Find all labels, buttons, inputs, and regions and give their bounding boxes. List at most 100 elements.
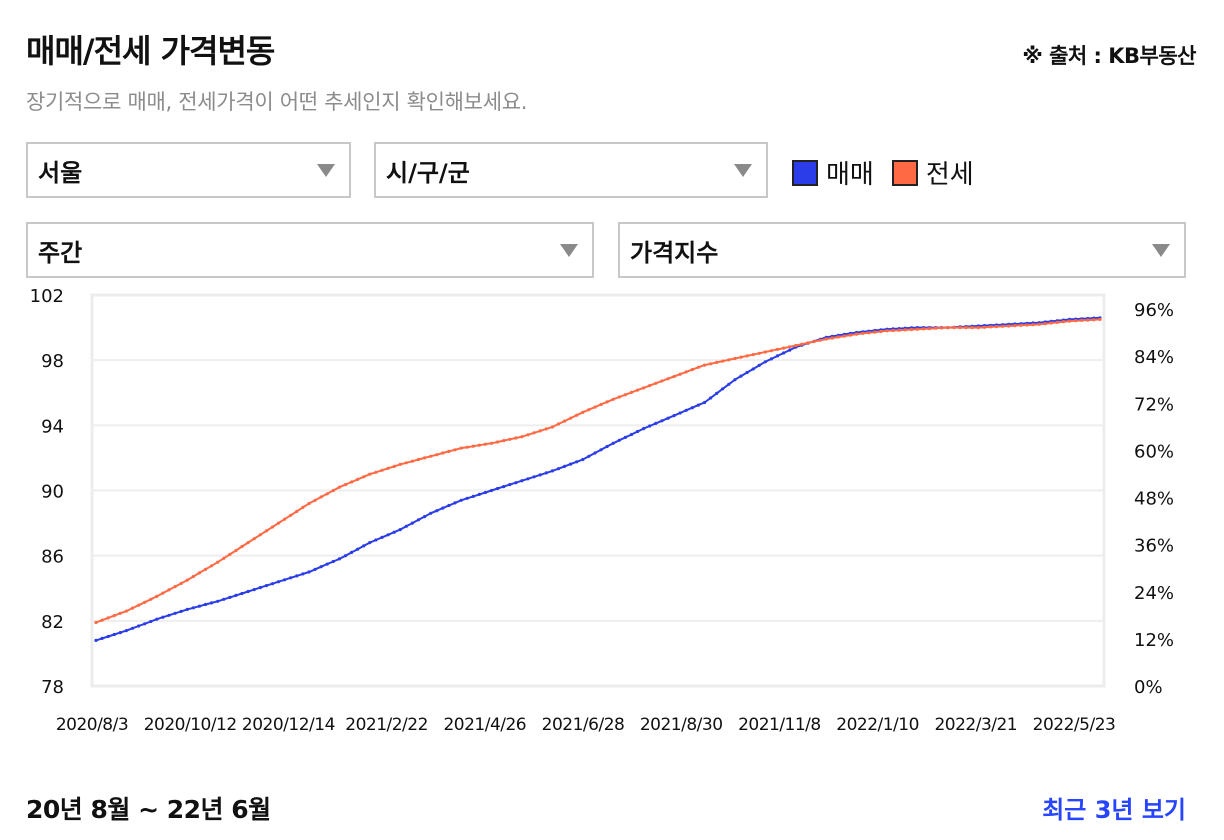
series-point-jeonse — [270, 525, 275, 529]
series-point-jeonse — [1043, 322, 1047, 326]
chevron-down-icon — [1152, 244, 1170, 257]
y-right-tick-label: 36% — [1134, 536, 1174, 557]
period-select[interactable]: 주간 — [26, 222, 594, 278]
series-point-sale — [538, 473, 542, 477]
series-point-jeonse — [1074, 319, 1078, 323]
legend-item-sale[interactable]: 매매 — [792, 154, 874, 191]
page-subtitle: 장기적으로 매매, 전세가격이 어떤 추세인지 확인해보세요. — [26, 90, 528, 114]
series-point-sale — [459, 498, 463, 502]
series-point-jeonse — [1055, 320, 1059, 324]
series-point-jeonse — [885, 329, 889, 333]
x-tick-label: 2020/8/3 — [56, 715, 128, 735]
series-point-sale — [709, 396, 713, 400]
region-select[interactable]: 서울 — [26, 142, 351, 198]
series-point-sale — [520, 479, 524, 483]
series-point-sale — [544, 471, 548, 475]
series-point-jeonse — [264, 529, 268, 533]
series-point-sale — [496, 486, 500, 491]
series-point-sale — [623, 435, 628, 439]
series-point-jeonse — [386, 466, 390, 470]
series-point-jeonse — [891, 328, 895, 333]
series-point-jeonse — [173, 585, 177, 589]
series-point-jeonse — [678, 372, 682, 376]
series-point-jeonse — [940, 326, 944, 330]
series-point-jeonse — [453, 448, 457, 452]
series-point-sale — [599, 448, 603, 452]
series-point-jeonse — [593, 405, 597, 409]
series-point-sale — [489, 488, 494, 493]
legend: 매매 전세 — [792, 154, 992, 191]
series-point-sale — [386, 533, 390, 537]
series-point-jeonse — [775, 347, 780, 351]
series-point-jeonse — [855, 332, 859, 336]
series-point-sale — [587, 454, 591, 458]
recent-3-years-button[interactable]: 최근 3년 보기 — [1042, 796, 1186, 824]
series-point-jeonse — [1025, 323, 1029, 327]
series-point-sale — [222, 597, 226, 601]
series-point-sale — [660, 419, 664, 423]
series-point-sale — [124, 629, 128, 633]
series-point-jeonse — [970, 326, 974, 330]
legend-item-jeonse[interactable]: 전세 — [891, 154, 974, 191]
district-select[interactable]: 시/구/군 — [374, 142, 768, 198]
series-point-sale — [751, 367, 755, 371]
series-point-jeonse — [715, 360, 719, 364]
series-point-jeonse — [526, 433, 530, 437]
legend-label-sale: 매매 — [826, 160, 874, 190]
series-point-sale — [550, 469, 555, 473]
series-point-sale — [197, 604, 201, 608]
series-point-sale — [392, 530, 396, 534]
series-point-jeonse — [550, 425, 555, 429]
series-point-jeonse — [995, 325, 999, 329]
series-point-jeonse — [435, 453, 439, 457]
series-point-jeonse — [228, 552, 232, 557]
series-point-sale — [143, 622, 147, 626]
series-point-jeonse — [623, 393, 628, 397]
series-point-sale — [702, 400, 707, 405]
series-point-sale — [112, 632, 116, 637]
series-point-sale — [526, 477, 530, 481]
series-point-sale — [447, 503, 451, 508]
series-point-jeonse — [319, 495, 323, 499]
series-point-sale — [636, 429, 640, 434]
series-point-jeonse — [276, 521, 281, 525]
series-point-sale — [733, 378, 737, 382]
series-point-jeonse — [1001, 324, 1005, 328]
series-point-sale — [532, 475, 536, 479]
series-point-sale — [149, 619, 153, 624]
chevron-down-icon — [560, 244, 578, 257]
series-point-sale — [289, 576, 293, 580]
series-point-jeonse — [185, 578, 189, 582]
series-point-jeonse — [404, 461, 408, 465]
series-point-jeonse — [982, 325, 987, 329]
series-point-jeonse — [1049, 321, 1053, 325]
series-point-sale — [441, 506, 445, 510]
series-point-sale — [301, 572, 305, 576]
series-point-jeonse — [562, 419, 567, 423]
series-point-jeonse — [252, 537, 256, 541]
x-tick-label: 2022/1/10 — [836, 715, 919, 735]
series-point-sale — [161, 615, 165, 619]
source-label: ※ 출처 : KB부동산 — [1022, 44, 1196, 68]
series-point-jeonse — [934, 326, 938, 330]
series-point-sale — [727, 382, 731, 386]
series-point-sale — [319, 565, 323, 569]
y-right-tick-label: 48% — [1134, 489, 1174, 510]
series-point-jeonse — [307, 501, 311, 506]
series-point-jeonse — [599, 402, 603, 407]
series-point-jeonse — [1061, 320, 1066, 324]
y-right-tick-label: 0% — [1134, 677, 1163, 698]
series-point-jeonse — [350, 480, 354, 484]
series-point-jeonse — [459, 446, 463, 450]
series-point-sale — [562, 464, 567, 468]
series-point-jeonse — [861, 331, 865, 335]
series-point-sale — [106, 634, 110, 639]
series-point-jeonse — [489, 441, 494, 445]
series-point-sale — [94, 638, 98, 643]
series-point-jeonse — [1007, 324, 1011, 328]
metric-select[interactable]: 가격지수 — [618, 222, 1186, 278]
series-point-sale — [185, 607, 189, 612]
series-point-sale — [416, 518, 421, 522]
series-point-jeonse — [1098, 317, 1102, 321]
series-point-jeonse — [867, 331, 871, 335]
